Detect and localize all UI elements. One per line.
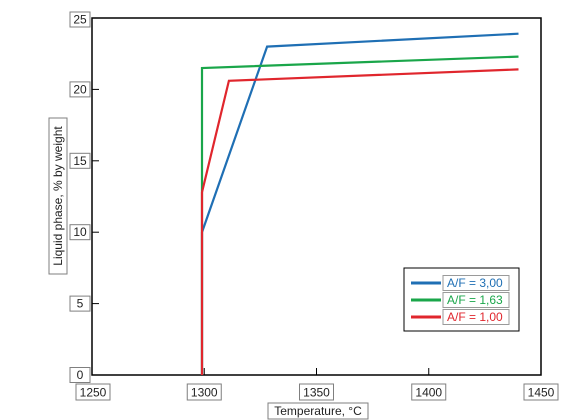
series-layer (200, 32, 519, 375)
x-axis-label-box (267, 402, 369, 420)
y-tick-box (69, 295, 91, 312)
y-tick-box (69, 152, 91, 169)
y-tick-box (69, 224, 91, 241)
y-tick-label: 5 (77, 297, 84, 311)
y-tick-label: 25 (73, 13, 87, 27)
x-tick-box (75, 383, 111, 401)
x-tick-box (186, 383, 222, 401)
tick-layer: 0 5 10 15 20 25 1250 1300 1350 1400 1450 (69, 11, 559, 401)
y-tick-box (69, 81, 91, 98)
legend-label-3: A/F = 1,00 (447, 310, 503, 324)
y-tick-box (69, 11, 91, 28)
x-tick-label: 1350 (303, 386, 330, 400)
legend-label-box (442, 275, 510, 291)
x-tick-box (299, 383, 334, 401)
series-line-3 (200, 68, 519, 375)
x-tick-label: 1250 (80, 386, 107, 400)
legend: A/F = 3,00 A/F = 1,63 A/F = 1,00 (403, 267, 520, 332)
y-tick-label: 0 (77, 368, 84, 382)
x-tick-box (523, 383, 559, 401)
x-tick-label: 1300 (191, 386, 218, 400)
y-tick-label: 15 (73, 154, 87, 168)
y-tick-box (69, 367, 91, 383)
x-tick-label: 1450 (528, 386, 555, 400)
legend-label-2: A/F = 1,63 (447, 293, 503, 307)
x-tick-label: 1400 (415, 386, 442, 400)
y-tick-label: 10 (73, 225, 87, 239)
y-axis-label-box (48, 117, 68, 275)
y-axis-label-group: Liquid phase, % by weight (48, 117, 68, 275)
legend-label-box (442, 292, 510, 308)
x-axis-label: Temperature, °C (274, 404, 362, 418)
x-tick-box (411, 383, 447, 401)
y-axis-label: Liquid phase, % by weight (51, 126, 65, 266)
legend-label-1: A/F = 3,00 (447, 276, 503, 290)
y-tick-label: 20 (73, 82, 87, 96)
legend-label-box (442, 309, 510, 325)
